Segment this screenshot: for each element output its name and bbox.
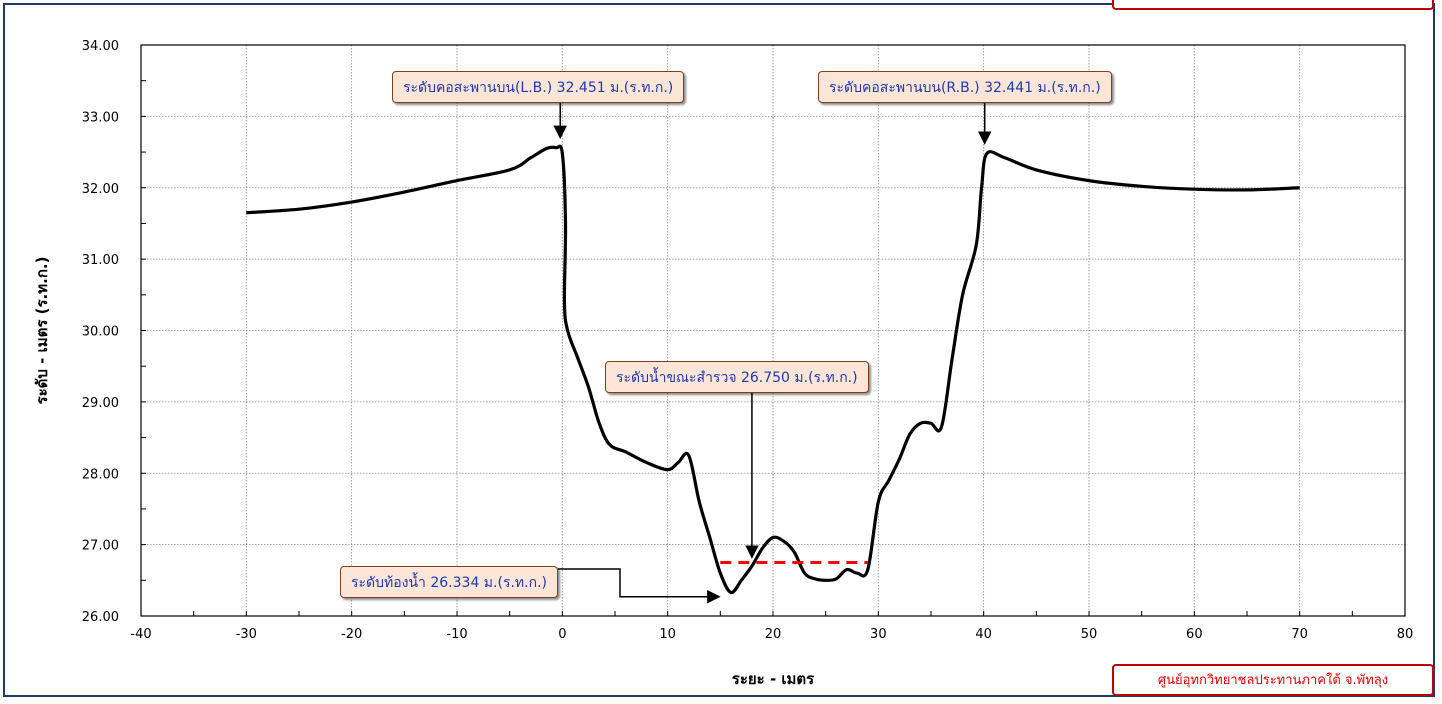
x-tick-label: 30: [870, 627, 887, 642]
y-tick-label: 31.00: [82, 253, 119, 268]
y-tick-label: 32.00: [82, 182, 119, 197]
arrow-riverbed: [558, 568, 721, 604]
x-tick-label: -10: [446, 627, 467, 642]
x-tick-label: 60: [1186, 627, 1203, 642]
y-axis-title: ระดับ - เมตร (ร.ท.ก.): [33, 257, 51, 405]
y-tick-label: 30.00: [82, 325, 119, 340]
y-tick-label: 26.00: [82, 610, 119, 625]
y-tick-label: 29.00: [82, 396, 119, 411]
x-axis-title: ระยะ - เมตร: [732, 670, 815, 688]
x-tick-label: -40: [130, 627, 151, 642]
x-tick-label: 50: [1081, 627, 1098, 642]
annotation-water-level: ระดับน้ำขณะสำรวจ 26.750 ม.(ร.ท.ก.): [605, 361, 869, 393]
y-tick-label: 33.00: [82, 110, 119, 125]
annotation-left-bank: ระดับคอสะพานบน(L.B.) 32.451 ม.(ร.ท.ก.): [392, 71, 685, 103]
annotation-right-bank: ระดับคอสะพานบน(R.B.) 32.441 ม.(ร.ท.ก.): [818, 71, 1112, 103]
annotation-riverbed: ระดับท้องน้ำ 26.334 ม.(ร.ท.ก.): [340, 566, 558, 598]
y-tick-label: 34.00: [82, 39, 119, 54]
x-tick-label: 10: [659, 627, 676, 642]
x-tick-label: 20: [765, 627, 782, 642]
y-tick-label: 27.00: [82, 539, 119, 554]
cross-section-line: [246, 144, 1300, 595]
top-frame-box: [1112, 0, 1434, 10]
x-tick-label: 80: [1397, 627, 1414, 642]
x-tick-label: 40: [975, 627, 992, 642]
x-tick-label: 70: [1291, 627, 1308, 642]
x-tick-label: -30: [236, 627, 257, 642]
credit-label: ศูนย์อุทกวิทยาชลประทานภาคใต้ จ.พัทลุง: [1112, 664, 1434, 696]
x-tick-label: 0: [558, 627, 566, 642]
y-tick-label: 28.00: [82, 467, 119, 482]
x-tick-label: -20: [341, 627, 362, 642]
